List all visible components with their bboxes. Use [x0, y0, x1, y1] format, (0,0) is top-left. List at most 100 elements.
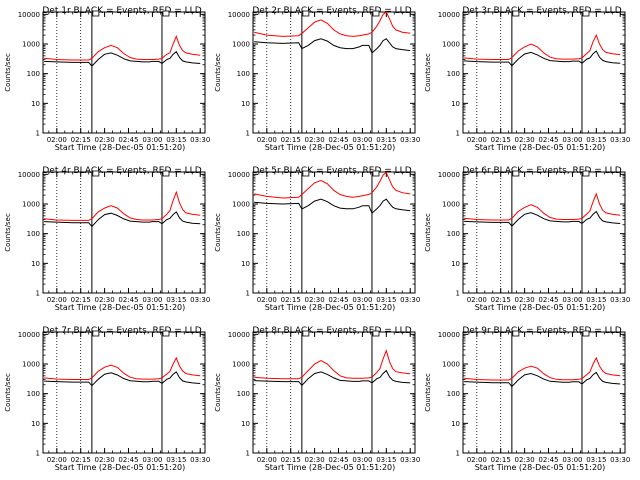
lld-series-line — [253, 11, 411, 37]
x-tick-label: 03:30 — [190, 136, 210, 144]
x-tick-label: 03:00 — [562, 136, 582, 144]
x-tick-label: 02:30 — [95, 136, 115, 144]
x-axis-label: Start Time (28-Dec-05 01:51:20) — [265, 303, 396, 312]
plot-frame — [42, 11, 206, 134]
y-tick-label: 1000 — [22, 201, 40, 209]
x-tick-label: 02:00 — [257, 296, 277, 304]
x-tick-label: 02:00 — [467, 296, 487, 304]
x-tick-label: 03:00 — [562, 296, 582, 304]
events-series-line — [464, 210, 621, 227]
x-tick-label: 03:30 — [400, 456, 420, 464]
x-tick-label: 03:30 — [190, 296, 210, 304]
y-tick-label: 1 — [246, 130, 250, 138]
x-tick-label: 02:45 — [118, 136, 138, 144]
chart-panel-8: Det 8r BLACK = Events, RED = LLD 1 10 100 10… — [214, 326, 420, 472]
x-tick-label: 03:15 — [586, 456, 606, 464]
x-tick-label: 02:45 — [328, 136, 348, 144]
y-tick-label: 10000 — [228, 11, 250, 19]
x-tick-label: 03:30 — [400, 296, 420, 304]
y-tick-label: 1000 — [232, 41, 250, 49]
chart-panel-6: Det 6r BLACK = Events, RED = LLD 1 10 100 10… — [424, 166, 630, 312]
x-axis-label: Start Time (28-Dec-05 01:51:20) — [265, 143, 396, 152]
chart-panel-3: Det 3r BLACK = Events, RED = LLD 1 10 100 10… — [424, 6, 630, 152]
x-tick-label: 02:30 — [305, 136, 325, 144]
marker-box — [512, 170, 520, 177]
x-tick-label: 03:15 — [166, 456, 186, 464]
y-tick-label: 10000 — [18, 171, 40, 179]
y-tick-label: 10 — [451, 260, 460, 268]
x-tick-label: 02:45 — [118, 296, 138, 304]
x-tick-label: 02:30 — [305, 296, 325, 304]
plot-frame — [462, 11, 626, 134]
x-tick-label: 03:00 — [562, 456, 582, 464]
y-tick-label: 100 — [237, 230, 250, 238]
x-tick-label: 02:15 — [71, 456, 91, 464]
x-tick-label: 03:00 — [352, 296, 372, 304]
y-tick-label: 10000 — [438, 171, 460, 179]
x-tick-label: 03:00 — [142, 456, 162, 464]
chart-title: Det 3r BLACK = Events, RED = LLD — [462, 6, 621, 16]
chart-panel-7: Det 7r BLACK = Events, RED = LLD 1 10 100 10… — [4, 326, 210, 472]
x-tick-label: 03:30 — [400, 136, 420, 144]
x-tick-label: 02:45 — [538, 136, 558, 144]
plot-frame — [42, 331, 206, 454]
lld-series-line — [254, 171, 411, 199]
lld-series-line — [44, 356, 201, 380]
x-tick-label: 02:30 — [515, 456, 535, 464]
x-tick-label: 02:15 — [281, 136, 301, 144]
plot-frame — [42, 171, 206, 294]
chart-title: Det 1r BLACK = Events, RED = LLD — [42, 6, 201, 16]
x-tick-label: 02:45 — [328, 456, 348, 464]
y-tick-label: 100 — [447, 70, 460, 78]
x-tick-label: 03:15 — [166, 136, 186, 144]
x-tick-label: 02:00 — [47, 456, 67, 464]
x-tick-label: 03:15 — [376, 456, 396, 464]
marker-box — [92, 170, 100, 177]
x-tick-label: 02:00 — [467, 456, 487, 464]
y-tick-label: 1000 — [232, 361, 250, 369]
x-tick-label: 02:30 — [515, 136, 535, 144]
y-tick-label: 1000 — [232, 201, 250, 209]
y-axis-label: Counts/sec — [214, 373, 222, 412]
y-tick-label: 1 — [456, 290, 460, 298]
x-tick-label: 03:00 — [352, 456, 372, 464]
y-tick-label: 1000 — [22, 361, 40, 369]
y-tick-label: 100 — [27, 70, 40, 78]
x-axis-label: Start Time (28-Dec-05 01:51:20) — [475, 463, 606, 472]
y-tick-label: 10 — [31, 420, 40, 428]
y-tick-label: 10 — [451, 420, 460, 428]
y-tick-label: 100 — [447, 390, 460, 398]
lld-series-line — [464, 33, 621, 60]
marker-box — [302, 330, 310, 337]
x-tick-label: 02:15 — [491, 296, 511, 304]
chart-panel-5: Det 5r BLACK = Events, RED = LLD 1 10 100 10… — [214, 166, 420, 312]
x-tick-label: 03:00 — [142, 296, 162, 304]
y-tick-label: 1 — [456, 450, 460, 458]
lld-series-line — [464, 192, 621, 221]
y-tick-label: 1 — [246, 290, 250, 298]
x-tick-label: 03:15 — [376, 136, 396, 144]
marker-box — [302, 10, 310, 17]
x-tick-label: 02:30 — [305, 456, 325, 464]
events-series-line — [464, 50, 621, 67]
y-tick-label: 1 — [246, 450, 250, 458]
lld-series-line — [464, 356, 621, 381]
x-tick-label: 02:15 — [491, 456, 511, 464]
chart-title: Det 4r BLACK = Events, RED = LLD — [42, 166, 201, 176]
x-tick-label: 02:15 — [71, 296, 91, 304]
marker-box — [92, 330, 100, 337]
marker-box — [162, 330, 170, 337]
x-tick-label: 02:45 — [118, 456, 138, 464]
events-series-line — [254, 38, 411, 54]
y-tick-label: 10000 — [438, 331, 460, 339]
y-tick-label: 10000 — [18, 11, 40, 19]
chart-title: Det 9r BLACK = Events, RED = LLD — [462, 326, 621, 336]
x-tick-label: 02:45 — [328, 296, 348, 304]
plot-frame — [462, 331, 626, 454]
y-tick-label: 1 — [36, 290, 40, 298]
y-tick-label: 10000 — [438, 11, 460, 19]
y-tick-label: 10 — [241, 100, 250, 108]
events-series-line — [44, 371, 201, 387]
marker-box — [302, 170, 310, 177]
x-axis-label: Start Time (28-Dec-05 01:51:20) — [55, 143, 186, 152]
